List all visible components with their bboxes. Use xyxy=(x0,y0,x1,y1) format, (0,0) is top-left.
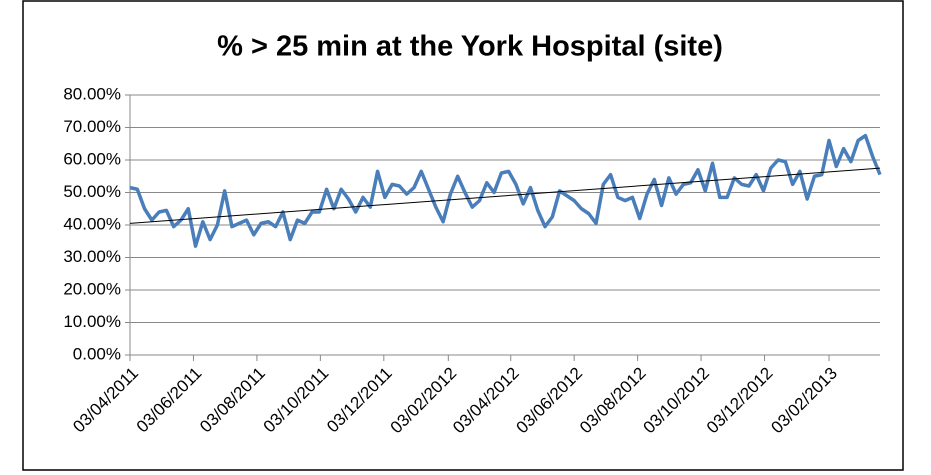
y-tick-label: 0.00% xyxy=(73,344,121,363)
y-tick-label: 10.00% xyxy=(63,312,121,331)
trendline xyxy=(129,167,881,224)
y-tick-label: 60.00% xyxy=(63,149,121,168)
series-line xyxy=(129,133,882,248)
chart-title: % > 25 min at the York Hospital (site) xyxy=(217,31,723,63)
y-tick-label: 30.00% xyxy=(63,247,121,266)
y-tick-label: 80.00% xyxy=(63,84,121,103)
y-tick-label: 50.00% xyxy=(63,182,121,201)
y-tick-label: 20.00% xyxy=(63,279,121,298)
y-tick-label: 40.00% xyxy=(63,214,121,233)
y-tick-label: 70.00% xyxy=(63,117,121,136)
chart-frame xyxy=(22,0,904,471)
